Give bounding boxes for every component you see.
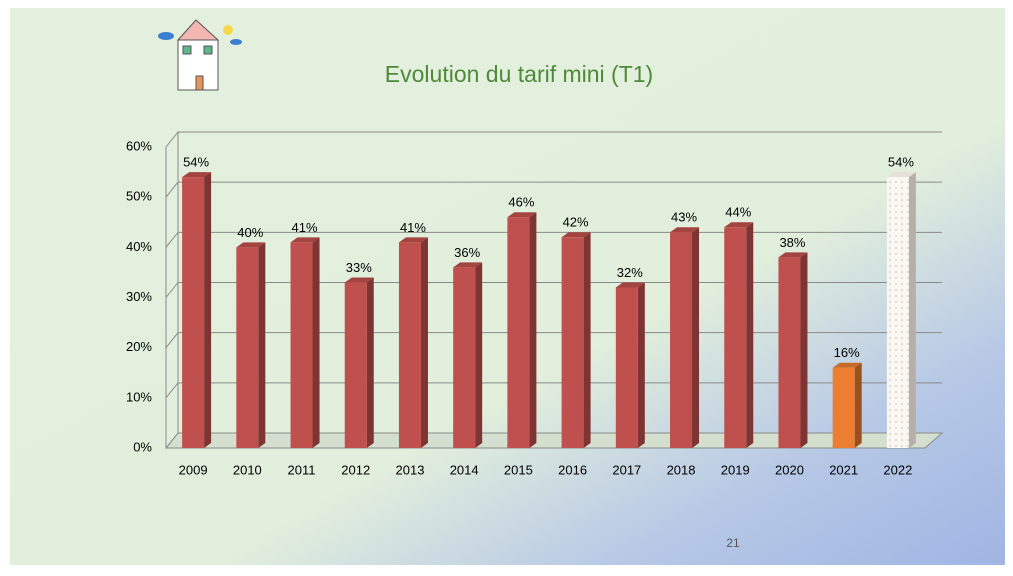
grid-line: [165, 181, 942, 198]
bar-side: [366, 277, 374, 448]
y-tick-label: 20%: [126, 339, 152, 354]
value-label: 44%: [725, 205, 751, 220]
bar: [453, 267, 476, 448]
bar-side: [420, 237, 428, 448]
bar: [290, 242, 313, 448]
value-label: 32%: [617, 265, 643, 280]
bar-top: [453, 262, 483, 268]
bar-side: [204, 172, 212, 448]
bar-top: [398, 237, 428, 243]
x-tick-label: 2017: [612, 462, 641, 477]
bar: [832, 367, 855, 448]
bar-top: [615, 282, 645, 288]
chart-title: Evolution du tarif mini (T1): [385, 61, 653, 87]
value-label: 40%: [237, 225, 263, 240]
bar-top: [670, 227, 700, 233]
bar-top: [832, 362, 862, 368]
grid-line: [165, 131, 942, 148]
value-label: 54%: [183, 155, 209, 170]
x-tick-label: 2019: [721, 462, 750, 477]
bar: [507, 217, 530, 448]
x-tick-label: 2009: [179, 462, 208, 477]
bar-side: [583, 232, 591, 448]
bar: [561, 237, 584, 448]
x-tick-label: 2020: [775, 462, 804, 477]
y-tick-label: 10%: [126, 389, 152, 404]
bar-top: [236, 242, 266, 248]
bar-side: [854, 362, 862, 448]
value-label: 41%: [400, 220, 426, 235]
value-label: 33%: [346, 260, 372, 275]
bar-side: [692, 227, 700, 448]
bar-side: [746, 222, 754, 448]
value-label: 16%: [834, 345, 860, 360]
bar: [670, 232, 693, 448]
bar-top: [561, 232, 591, 238]
x-tick-label: 2015: [504, 462, 533, 477]
value-label: 36%: [454, 245, 480, 260]
value-label: 54%: [888, 155, 914, 170]
bar-side: [908, 172, 916, 448]
y-tick-label: 60%: [126, 138, 152, 153]
bar: [886, 177, 909, 448]
x-tick-label: 2013: [396, 462, 425, 477]
bar-side: [312, 237, 320, 448]
bar-top: [778, 252, 808, 258]
bar: [615, 287, 638, 448]
bar-top: [886, 172, 916, 178]
page-number: 21: [726, 536, 740, 550]
y-tick-label: 40%: [126, 239, 152, 254]
value-label: 43%: [671, 210, 697, 225]
value-label: 38%: [779, 235, 805, 250]
y-tick-label: 30%: [126, 289, 152, 304]
y-tick-label: 50%: [126, 189, 152, 204]
x-tick-label: 2010: [233, 462, 262, 477]
bar-top: [724, 222, 754, 228]
bar: [344, 282, 367, 448]
x-tick-label: 2014: [450, 462, 479, 477]
bar: [724, 227, 747, 448]
house-icon: [158, 19, 242, 91]
value-label: 42%: [563, 215, 589, 230]
bar: [236, 247, 259, 448]
bar-side: [258, 242, 266, 448]
x-tick-label: 2018: [667, 462, 696, 477]
bar: [182, 177, 205, 448]
bar-side: [800, 252, 808, 448]
x-tick-label: 2012: [341, 462, 370, 477]
bar: [778, 257, 801, 448]
bar-side: [475, 262, 483, 448]
bar-top: [182, 172, 212, 178]
bar-top: [290, 237, 320, 243]
value-label: 41%: [292, 220, 318, 235]
bar-top: [507, 212, 537, 218]
x-tick-label: 2011: [288, 462, 316, 477]
bar-side: [529, 212, 537, 448]
bar: [398, 242, 421, 448]
y-tick-label: 0%: [133, 439, 152, 454]
value-label: 46%: [508, 195, 534, 210]
x-tick-label: 2022: [883, 462, 912, 477]
x-tick-label: 2016: [558, 462, 587, 477]
x-tick-label: 2021: [829, 462, 858, 477]
floor: [164, 432, 944, 449]
bar-top: [344, 277, 374, 283]
bar-side: [637, 282, 645, 448]
